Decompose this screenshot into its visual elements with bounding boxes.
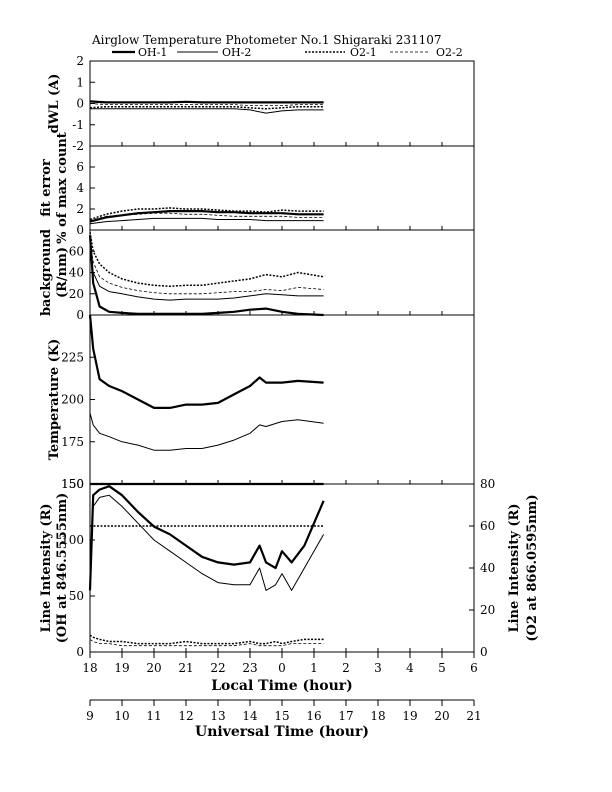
x-axis-universal-tick-label: 10 (114, 709, 129, 723)
series-dwl-oh2 (90, 108, 324, 114)
x-axis-universal-tick-label: 18 (370, 709, 385, 723)
x-axis-universal-tick-label: 13 (210, 709, 225, 723)
panel-frame-temperature (89, 314, 475, 485)
legend-label-o21: O2-1 (350, 46, 377, 59)
ytick-right-label-intensity: 20 (480, 603, 495, 617)
ytick-label-temperature: 175 (61, 435, 84, 449)
x-axis-universal-tick-label: 14 (242, 709, 258, 723)
ylabel2-background: (R/nm) (55, 247, 70, 298)
ylabel-background: background (39, 229, 54, 316)
ytick-label-fit: 4 (76, 181, 84, 195)
x-axis-local-tick-label: 22 (210, 661, 225, 675)
x-axis-local-tick-label: 4 (406, 661, 414, 675)
x-axis-universal-tick-label: 12 (178, 709, 193, 723)
ytick-label-dwl: -2 (72, 139, 84, 153)
ytick-label-temperature: 200 (61, 393, 84, 407)
x-axis-universal-tick-label: 16 (306, 709, 321, 723)
series-intensity-o22 (89, 639, 324, 647)
x-axis-local-tick-label: 0 (278, 661, 286, 675)
ytick-label-intensity: 50 (69, 589, 84, 603)
ytick-label-background: 20 (69, 287, 84, 301)
panel-frame-background (89, 229, 475, 316)
legend-label-oh2: OH-2 (222, 46, 251, 59)
ytick-label-temperature: 150 (61, 477, 84, 491)
ylabel-fit: fit error (39, 159, 54, 217)
x-axis-local-tick-label: 3 (374, 661, 382, 675)
series-background-o21 (89, 231, 324, 288)
ylabel-right2-intensity: (O2 at 866.0595nm) (525, 494, 540, 641)
x-axis-label-local: Local Time (hour) (211, 678, 353, 694)
ylabel2-fit: % of max count (55, 132, 70, 244)
panel-frame-fit (89, 145, 475, 231)
series-background-o22 (89, 240, 324, 295)
ytick-label-dwl: 1 (76, 75, 84, 89)
series-background-oh1 (88, 235, 324, 317)
ylabel-intensity: Line Intensity (R) (39, 503, 54, 632)
panel-dwl: -2 -1 0 1 2 dWL (A) (47, 54, 475, 153)
x-axis-universal-tick-label: 21 (466, 709, 481, 723)
ylabel2-intensity: (OH at 846.5555nm) (55, 493, 70, 643)
ytick-right-label-intensity: 0 (480, 645, 488, 659)
ylabel-right-intensity: Line Intensity (R) (507, 503, 522, 632)
ytick-label-dwl: 2 (76, 54, 84, 68)
ytick-label-background: 0 (76, 308, 84, 322)
series-fit-o21 (89, 207, 324, 221)
x-axis-local-tick-label: 1 (310, 661, 318, 675)
series-intensity-oh2 (89, 494, 325, 591)
x-axis-local-tick-label: 19 (114, 661, 129, 675)
x-axis-universal-tick-label: 9 (86, 709, 94, 723)
ytick-label-temperature: 225 (61, 350, 84, 364)
panel-fit: 0 2 4 6 fit error% of max count (39, 132, 475, 244)
chart-title: Airglow Temperature Photometer No.1 Shig… (91, 33, 442, 47)
series-temperature-oh1 (88, 314, 324, 409)
series-fit-oh2 (89, 217, 324, 225)
series-intensity-oh1 (88, 485, 325, 591)
ytick-label-fit: 0 (76, 223, 84, 237)
series-dwl-o22 (89, 103, 324, 106)
ylabel-dwl: dWL (A) (47, 74, 62, 134)
x-axis-local-tick-label: 2 (342, 661, 350, 675)
series-fit-o22 (89, 212, 324, 221)
ytick-label-background: 40 (69, 266, 84, 280)
ylabel-temperature: Temperature (K) (47, 339, 62, 461)
ytick-label-dwl: -1 (72, 118, 84, 132)
legend-label-o22: O2-2 (436, 46, 463, 59)
ytick-label-fit: 6 (76, 160, 84, 174)
series-background-oh2 (89, 251, 324, 301)
x-axis-local-tick-label: 5 (438, 661, 446, 675)
x-axis-universal-tick-label: 11 (146, 709, 161, 723)
panel-frame-intensity (89, 483, 475, 653)
ytick-right-label-intensity: 40 (480, 561, 495, 575)
ytick-label-intensity: 150 (61, 477, 84, 491)
ytick-label-background: 60 (69, 244, 84, 258)
x-axis-local-tick-label: 6 (470, 661, 478, 675)
legend-label-oh1: OH-1 (138, 46, 167, 59)
x-axis-local-tick-label: 23 (242, 661, 257, 675)
series-dwl-o21 (89, 105, 324, 110)
ytick-label-intensity: 100 (61, 533, 84, 547)
x-axis-universal-tick-label: 20 (434, 709, 449, 723)
x-axis-universal-tick-label: 15 (274, 709, 289, 723)
x-axis-local-tick-label: 20 (146, 661, 161, 675)
x-axis-local-tick-label: 18 (82, 661, 97, 675)
series-dwl-oh1 (89, 100, 324, 104)
x-axis-universal-tick-label: 19 (402, 709, 417, 723)
legend: OH-1 OH-2 O2-1 O2-2 (112, 46, 463, 59)
x-axis-label-universal: Universal Time (hour) (195, 724, 369, 740)
series-intensity-o21 (89, 634, 324, 645)
ytick-label-dwl: 0 (76, 97, 84, 111)
x-axis-local-tick-label: 21 (178, 661, 193, 675)
ytick-label-intensity: 0 (76, 645, 84, 659)
ytick-label-fit: 2 (76, 202, 84, 216)
ytick-right-label-intensity: 80 (480, 477, 495, 491)
series-temperature-oh2 (89, 412, 324, 451)
panel-background: 0 20 40 60 background (R/nm) (39, 229, 475, 322)
x-axis-universal-tick-label: 17 (338, 709, 353, 723)
ytick-right-label-intensity: 60 (480, 519, 495, 533)
